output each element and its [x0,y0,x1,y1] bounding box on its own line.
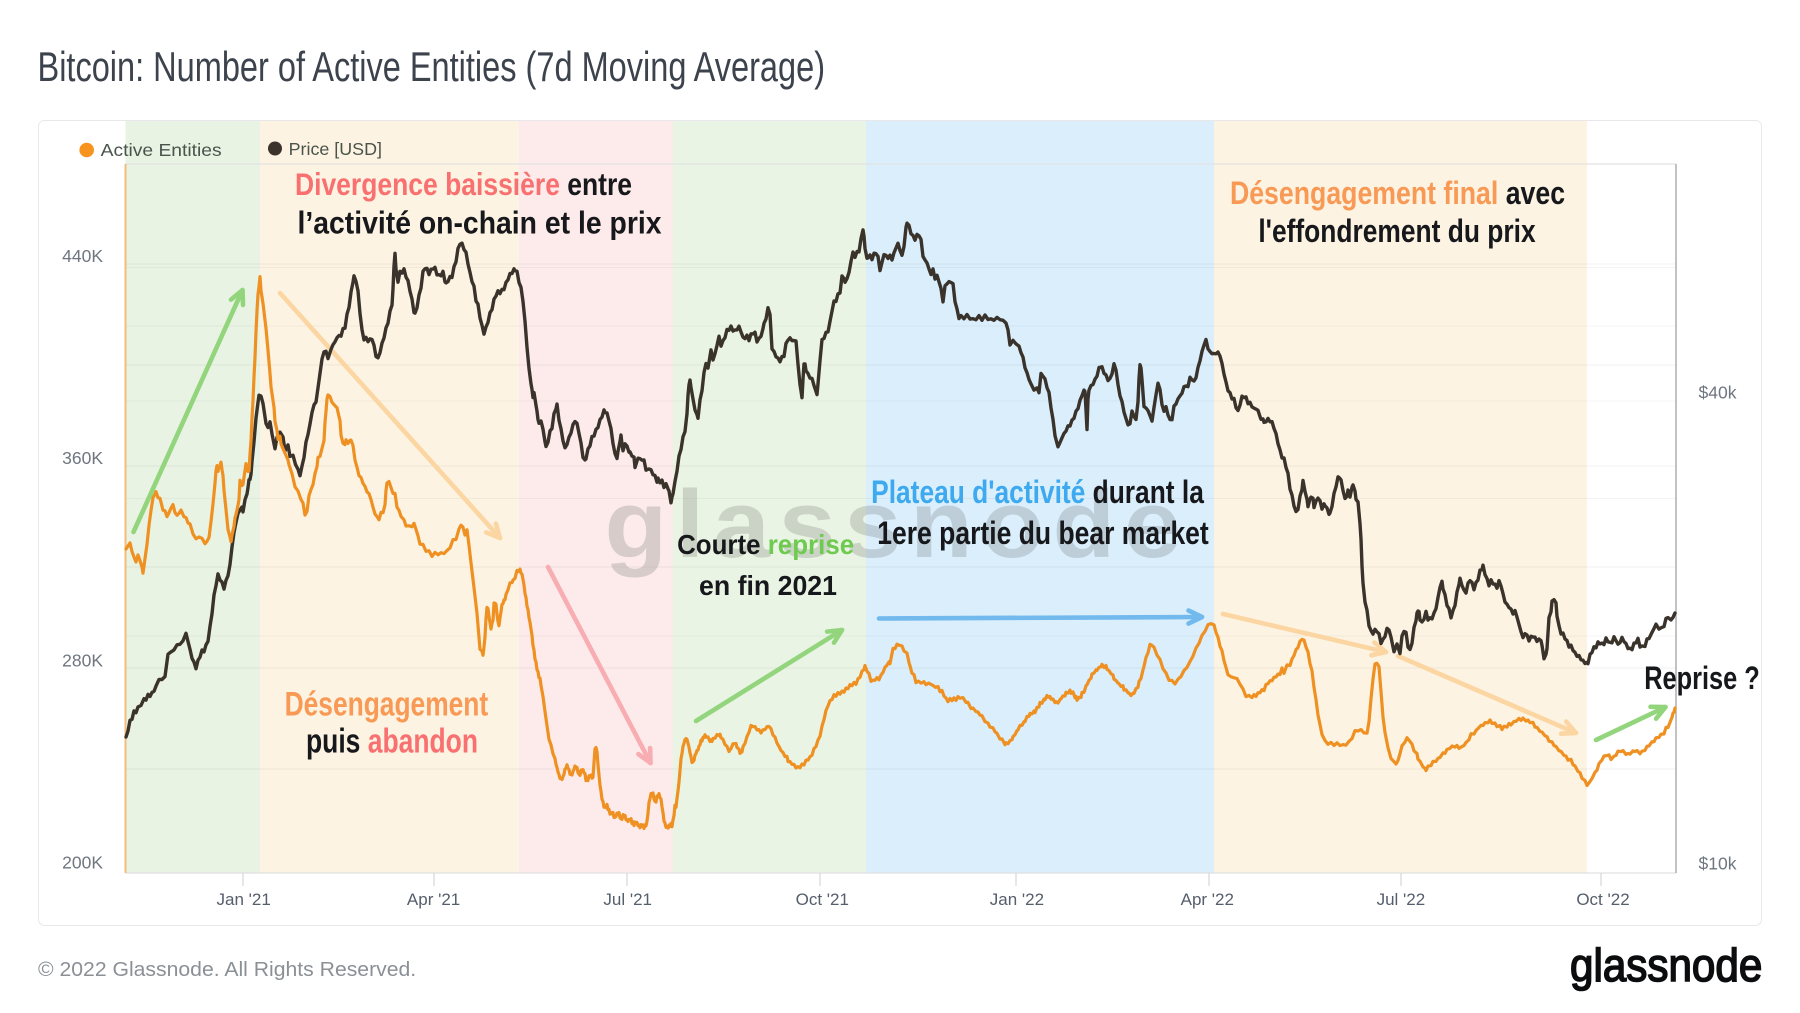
svg-text:Courte reprise: Courte reprise [677,529,854,560]
svg-text:Jul '21: Jul '21 [603,890,652,909]
svg-text:© 2022 Glassnode. All Rights R: © 2022 Glassnode. All Rights Reserved. [38,959,416,981]
svg-text:440K: 440K [62,246,103,266]
svg-text:Divergence baissière entre: Divergence baissière entre [295,168,632,203]
svg-text:Apr '21: Apr '21 [407,890,460,909]
svg-text:l'effondrement du prix: l'effondrement du prix [1258,214,1536,250]
svg-text:l’activité on-chain et le prix: l’activité on-chain et le prix [297,206,661,241]
svg-text:1ere partie du bear market: 1ere partie du bear market [877,516,1209,552]
svg-text:200K: 200K [62,853,103,873]
svg-text:Jan '21: Jan '21 [217,890,271,909]
svg-text:280K: 280K [62,650,103,670]
svg-text:Price [USD]: Price [USD] [289,139,382,159]
svg-text:Plateau d'activité durant la: Plateau d'activité durant la [871,475,1204,511]
svg-text:Bitcoin: Number of Active Enti: Bitcoin: Number of Active Entities (7d M… [38,43,826,90]
svg-text:Jul '22: Jul '22 [1377,890,1426,909]
svg-text:glassnode: glassnode [1570,940,1762,991]
svg-text:Désengagement: Désengagement [285,684,489,723]
svg-text:Apr '22: Apr '22 [1181,890,1234,909]
svg-text:360K: 360K [62,448,103,468]
svg-text:en fin 2021: en fin 2021 [699,569,837,601]
svg-text:Désengagement final avec: Désengagement final avec [1230,176,1565,212]
svg-text:puis abandon: puis abandon [306,721,478,760]
svg-text:Jan '22: Jan '22 [990,890,1044,909]
svg-text:$40k: $40k [1699,383,1737,403]
svg-text:glassnode: glassnode [605,471,1190,578]
svg-text:Active Entities: Active Entities [101,140,222,160]
svg-text:Reprise ?: Reprise ? [1644,661,1760,697]
svg-text:Oct '22: Oct '22 [1576,890,1629,909]
svg-text:$10k: $10k [1699,854,1737,874]
svg-text:Oct '21: Oct '21 [796,890,849,909]
